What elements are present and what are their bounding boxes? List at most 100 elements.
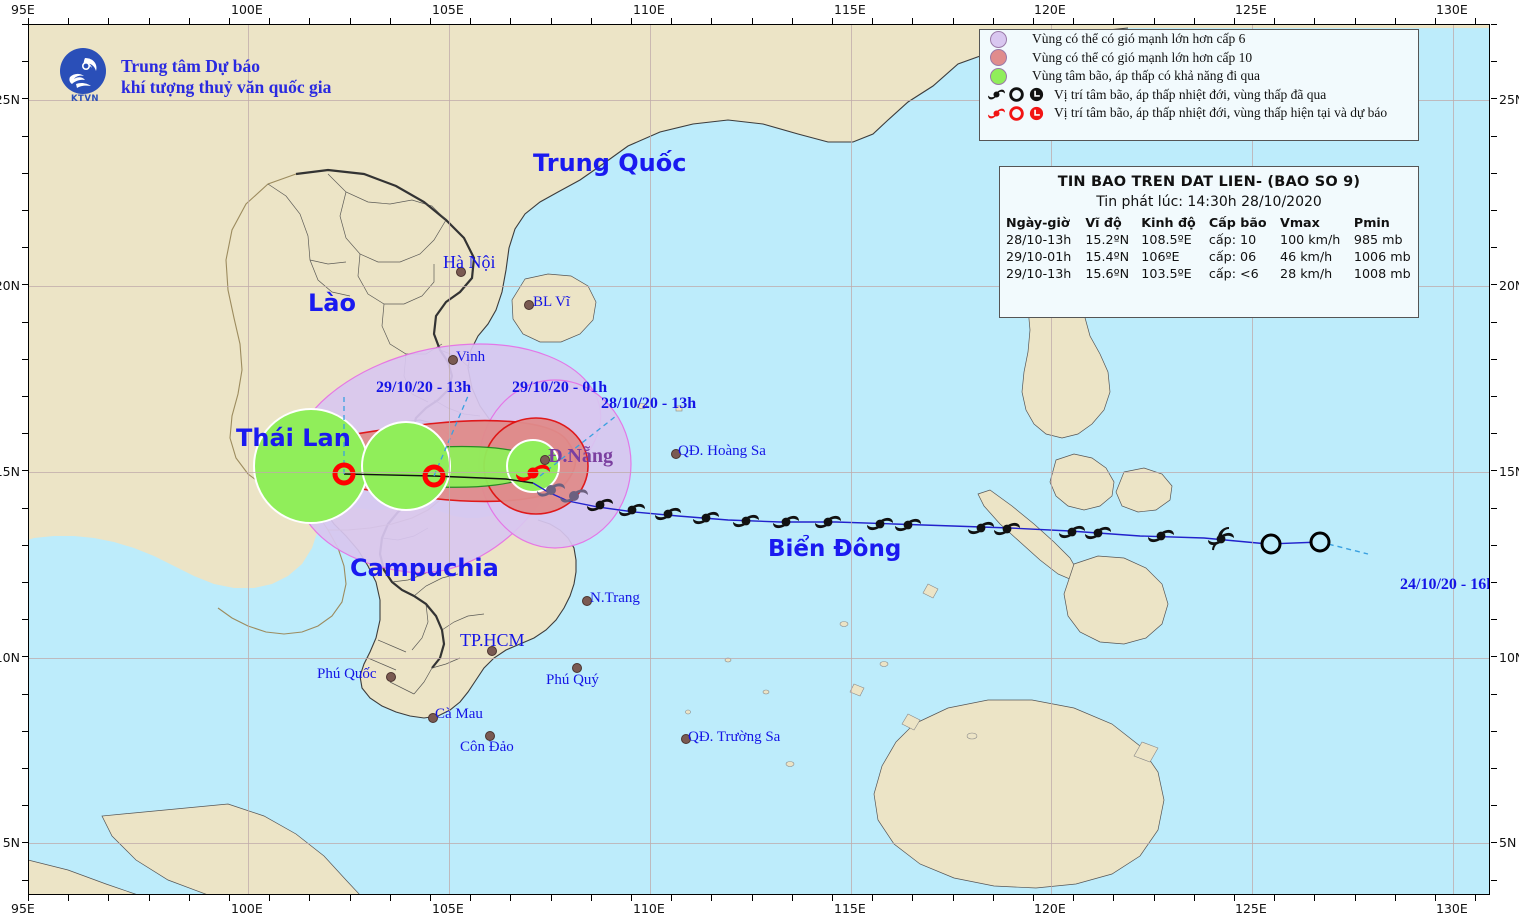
axis-tick: [22, 396, 28, 397]
axis-tick: [1491, 247, 1497, 249]
gridline-lat-20N: [28, 286, 1490, 287]
axis-tick: [22, 135, 28, 137]
track-symbol-red-ring-f1: [422, 464, 446, 488]
table-column-header: Pmin: [1353, 215, 1390, 230]
axis-tick: [22, 619, 28, 621]
gridline-lat-5N: [28, 843, 1490, 844]
track-symbol-black-storm: [895, 518, 921, 532]
bulletin-issued-time: Tin phát lúc: 14:30h 28/10/2020: [1096, 194, 1322, 210]
axis-tick: [1193, 18, 1195, 24]
table-cell-category: cấp: 10: [1208, 232, 1257, 247]
axis-longitude-bottom: 95E 100E 105E 110E 115E 120E 125E 130E: [11, 895, 1490, 919]
land-palawan: [977, 489, 1079, 581]
axis-tick: [22, 247, 28, 249]
legend-swatch: [988, 49, 1008, 67]
table-column-header: Kinh độ: [1141, 215, 1196, 230]
axis-tick: [22, 544, 28, 546]
city-dot: [386, 672, 396, 682]
axis-tick: [1234, 895, 1235, 901]
axis-tick: [1491, 619, 1497, 621]
axis-tick-label: 20N: [0, 278, 20, 293]
track-symbol-gray-storm: [537, 483, 565, 497]
table-cell-lon: 106ºE: [1141, 249, 1180, 264]
axis-tick: [1274, 895, 1276, 901]
label-leader-lines: [343, 395, 617, 477]
legend-label: Vùng tâm bão, áp thấp có khả năng đi qua: [1032, 68, 1260, 84]
axis-tick: [68, 18, 70, 24]
track-symbol-open-circle: [1260, 533, 1282, 555]
city-dot: [456, 267, 466, 277]
axis-tick-label: 110E: [633, 901, 665, 916]
cone-center-circle-2: [361, 421, 451, 511]
axis-tick-label: 120E: [1034, 901, 1066, 916]
open-circle-icon: [1009, 105, 1024, 121]
typhoon-swirl-icon: [69, 58, 97, 88]
legend-swatch: [988, 67, 1008, 85]
table-row: 29/10-01h 15.4ºN 106ºE cấp: 06 46 km/h 1006 m…: [1000, 248, 1418, 265]
track-symbol-black-storm: [968, 521, 994, 535]
gridline-lon-130E: [1453, 24, 1454, 895]
agency-name: Trung tâm Dự báo khí tượng thuỷ văn quốc…: [121, 56, 331, 98]
land-visayas: [1049, 453, 1115, 511]
axis-tick: [1394, 895, 1396, 901]
axis-tick: [1491, 470, 1497, 472]
axis-tick: [912, 18, 914, 24]
axis-tick-label: 95E: [11, 2, 35, 17]
table-column-header: Cấp bão: [1208, 215, 1267, 230]
forecast-track-symbols: [332, 462, 550, 488]
basemap-layer: [28, 24, 1490, 895]
storm-swirl-icon: [988, 108, 1005, 119]
legend-row: Vị trí tâm bão, áp thấp nhiệt đới, vùng …: [980, 86, 1418, 105]
axis-tick: [470, 18, 472, 24]
axis-tick-label: 5N: [2, 835, 20, 850]
track-symbol-black-storm: [773, 515, 799, 529]
axis-tick-label: 105E: [432, 2, 464, 17]
axis-tick: [590, 18, 592, 24]
axis-tick: [751, 895, 753, 901]
city-dot: [681, 734, 691, 744]
axis-tick: [269, 18, 271, 24]
cone-center-circle-1: [506, 439, 560, 493]
axis-tick-label: 25N: [1499, 92, 1519, 107]
axis-tick-label: 130E: [1436, 901, 1468, 916]
axis-tick: [1153, 895, 1155, 901]
axis-tick-label: 15N: [0, 464, 20, 479]
axis-tick: [671, 895, 673, 901]
axis-tick: [22, 321, 28, 323]
track-symbol-black-storm: [1085, 526, 1111, 540]
city-dot: [572, 663, 582, 673]
axis-tick: [1491, 544, 1497, 546]
legend-label: Vùng có thể có gió mạnh lớn hơn cấp 6: [1032, 31, 1246, 47]
axis-tick: [1491, 396, 1497, 397]
axis-tick-label: 100E: [231, 901, 263, 916]
track-symbol-black-storm: [1059, 525, 1085, 539]
axis-tick: [1153, 18, 1155, 24]
axis-tick: [590, 895, 592, 901]
agency-name-line2: khí tượng thuỷ văn quốc gia: [121, 77, 332, 97]
axis-tick: [1491, 210, 1497, 211]
axis-tick: [1491, 768, 1497, 769]
axis-tick: [1491, 24, 1497, 25]
past-track-symbols: [537, 483, 1331, 555]
axis-tick-label: 100E: [231, 2, 263, 17]
axis-tick-label: 125E: [1235, 2, 1267, 17]
legend-label: Vùng có thể có gió mạnh lớn hơn cấp 10: [1032, 49, 1253, 65]
city-dot: [582, 596, 592, 606]
axis-tick: [1033, 895, 1034, 901]
axis-tick: [22, 582, 28, 583]
land-sumatra: [28, 859, 139, 895]
table-cell-vmax: 100 km/h: [1280, 232, 1341, 247]
axis-tick: [229, 18, 230, 24]
table-cell-vmax: 28 km/h: [1280, 266, 1333, 281]
axis-tick: [1491, 582, 1497, 583]
axis-tick: [1314, 18, 1316, 24]
city-dot: [540, 455, 550, 465]
axis-tick: [22, 358, 28, 360]
past-track-line: [532, 482, 1321, 545]
bulletin-title: TIN BAO TREN DAT LIEN- (BAO SO 9): [1057, 174, 1361, 190]
table-cell-pmin: 985 mb: [1353, 232, 1403, 247]
gridline-lat-10N: [28, 658, 1490, 659]
axis-tick: [1475, 895, 1477, 901]
low-pressure-icon: [1029, 106, 1044, 120]
axis-tick: [832, 895, 833, 901]
